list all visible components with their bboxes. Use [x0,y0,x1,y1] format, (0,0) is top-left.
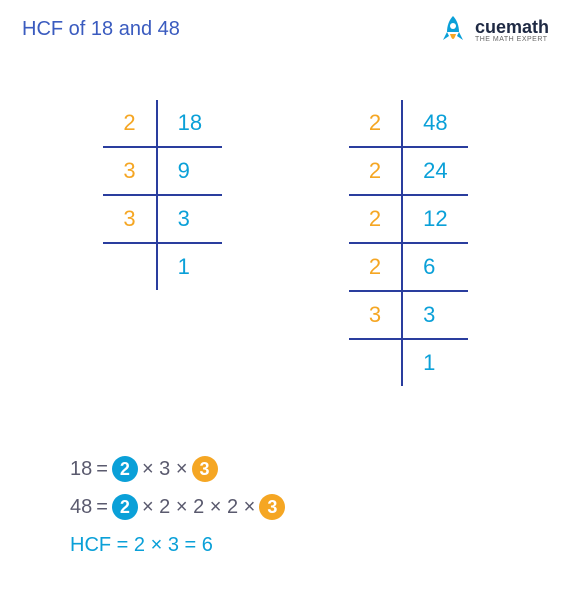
value-cell: 12 [402,195,467,243]
page-title: HCF of 18 and 48 [22,18,180,41]
factor-cell: 3 [103,147,156,195]
factor-cell: 2 [103,100,156,147]
division-tables: 21839331 24822421226331 [0,100,571,386]
division-table-48: 24822421226331 [349,100,468,386]
equation-48: 48 = 2 × 2 × 2 × 2 × 3 [70,488,285,526]
brand-name: cuemath [475,18,549,36]
factor-cell: 2 [349,147,402,195]
division-table-18: 21839331 [103,100,222,386]
value-cell: 18 [157,100,222,147]
equations-block: 18 = 2 × 3 × 3 48 = 2 × 2 × 2 × 2 × 3 HC… [70,450,285,564]
value-cell: 3 [157,195,222,243]
common-factor-chip: 2 [112,456,138,482]
brand-logo: cuemath THE MATH EXPERT [437,14,549,46]
equation-18: 18 = 2 × 3 × 3 [70,450,285,488]
common-factor-chip: 3 [192,456,218,482]
common-factor-chip: 2 [112,494,138,520]
value-cell: 3 [402,291,467,339]
value-cell: 1 [402,339,467,386]
value-cell: 9 [157,147,222,195]
rocket-icon [437,14,469,46]
value-cell: 1 [157,243,222,290]
factor-cell [349,339,402,386]
common-factor-chip: 3 [259,494,285,520]
factor-cell: 2 [349,243,402,291]
value-cell: 24 [402,147,467,195]
hcf-result: HCF = 2 × 3 = 6 [70,526,285,564]
factor-cell: 2 [349,100,402,147]
brand-tagline: THE MATH EXPERT [475,36,549,43]
factor-cell [103,243,156,290]
value-cell: 6 [402,243,467,291]
value-cell: 48 [402,100,467,147]
factor-cell: 2 [349,195,402,243]
factor-cell: 3 [349,291,402,339]
factor-cell: 3 [103,195,156,243]
